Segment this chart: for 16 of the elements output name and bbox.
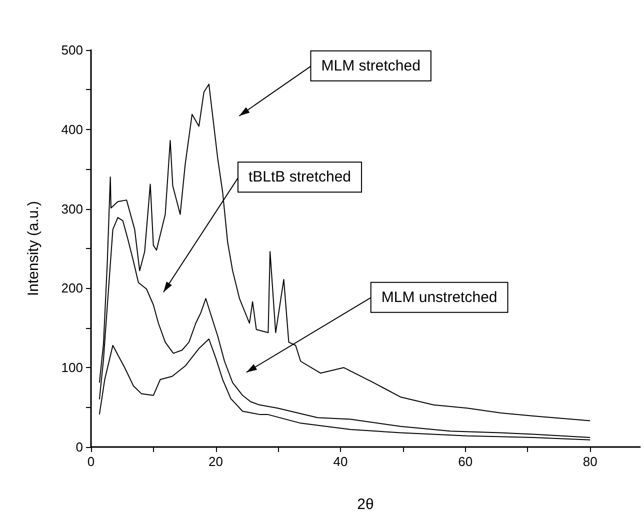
x-tick-label: 80 xyxy=(582,454,598,469)
x-tick-label: 20 xyxy=(208,454,224,469)
y-axis-title: Intensity (a.u.) xyxy=(25,200,42,296)
annotation: tBLtB stretched xyxy=(248,168,352,186)
x-axis-title: 2θ xyxy=(357,496,374,513)
y-tick-label: 200 xyxy=(61,280,83,296)
x-tick-label: 60 xyxy=(458,454,473,469)
y-tick-label: 300 xyxy=(61,201,83,216)
y-tick-label: 400 xyxy=(61,122,83,137)
y-tick-label: 0 xyxy=(76,440,83,454)
x-tick-label: 40 xyxy=(333,454,348,469)
x-tick-label: 0 xyxy=(87,454,95,469)
y-tick-label: 500 xyxy=(61,42,83,58)
annotation: MLM stretched xyxy=(321,57,420,74)
annotation: MLM unstretched xyxy=(381,288,498,306)
y-tick-label: 100 xyxy=(61,360,83,376)
